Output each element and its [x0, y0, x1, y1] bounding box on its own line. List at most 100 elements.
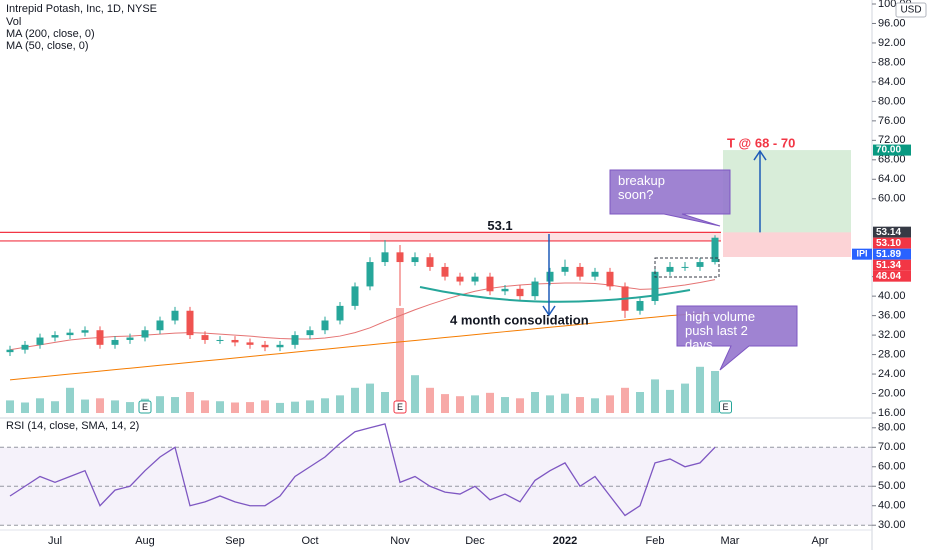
candle-body: [516, 288, 524, 297]
volume-bar: [21, 402, 29, 413]
event-label: E: [142, 402, 148, 412]
callout-line: soon?: [618, 187, 653, 202]
candle-body: [36, 337, 44, 345]
candle-body: [606, 271, 614, 287]
y-tick-label: 28.00: [878, 348, 906, 360]
event-marker: [393, 400, 407, 414]
volume-bar: [351, 387, 359, 413]
volume-bar: [441, 394, 449, 413]
target-zone: [723, 150, 851, 233]
volume-bar: [366, 383, 374, 413]
volume-bar: [471, 395, 479, 413]
volume-bar: [156, 396, 164, 413]
volume-bar: [636, 392, 644, 413]
price-label: 51.89: [876, 249, 901, 260]
volume-bar: [51, 401, 59, 413]
callout-text: breakup soon?: [618, 173, 665, 202]
moving-average: [9, 279, 716, 351]
candle-body: [351, 286, 359, 306]
y-tick-label: 60.00: [878, 193, 906, 205]
moving-average: [9, 312, 716, 381]
candle-body: [96, 330, 104, 345]
x-tick-label: Jul: [48, 535, 62, 547]
y-tick-label: 24.00: [878, 368, 906, 380]
y-tick-label: 60.00: [878, 461, 906, 473]
chart-title: Intrepid Potash, Inc, 1D, NYSE: [6, 3, 157, 15]
volume-bar: [246, 402, 254, 413]
volume-bar: [681, 383, 689, 413]
y-tick-label: 16.00: [878, 407, 906, 419]
volume-bar: [261, 400, 269, 413]
volume-bar: [546, 395, 554, 413]
x-tick-label: Dec: [465, 535, 485, 547]
currency-box[interactable]: [895, 2, 927, 18]
price-label: 53.14: [876, 227, 901, 238]
resistance-label: 53.1: [487, 218, 512, 233]
candle-body: [156, 320, 164, 331]
y-tick-label: 20.00: [878, 387, 906, 399]
volume-bar: [186, 392, 194, 413]
candle-body: [591, 271, 599, 277]
y-tick-label: 50.00: [878, 480, 906, 492]
candle-body: [336, 305, 344, 321]
y-tick-label: 100.00: [878, 0, 912, 10]
candle-body: [141, 330, 149, 338]
callout: [676, 305, 798, 371]
candle-body: [366, 262, 374, 287]
x-tick-label: Oct: [301, 535, 318, 547]
volume-bar: [111, 400, 119, 413]
event-label: E: [722, 402, 728, 412]
volume-bar: [6, 400, 14, 413]
volume-bar: [666, 389, 674, 413]
price-label-box: [873, 259, 911, 271]
candle-body: [546, 271, 554, 282]
candle-body: [306, 330, 314, 336]
candle-body: [51, 335, 59, 338]
candle-body: [681, 266, 689, 268]
y-tick-label: 80.00: [878, 95, 906, 107]
y-tick-label: 68.00: [878, 154, 906, 166]
y-tick-label: 92.00: [878, 37, 906, 49]
volume-bar: [201, 400, 209, 413]
x-tick-label: 2022: [553, 535, 577, 547]
candle-body: [531, 281, 539, 297]
legend-entry: MA (50, close, 0): [6, 40, 89, 52]
candle-body: [66, 332, 74, 336]
volume-bar: [486, 392, 494, 413]
event-marker: [719, 400, 732, 414]
candle-body: [636, 301, 644, 311]
event-marker: [138, 400, 152, 414]
candle-body: [81, 330, 89, 333]
price-label-box: [873, 270, 911, 282]
stop-zone: [723, 232, 851, 257]
flag-box: [654, 257, 720, 278]
candle-body: [576, 266, 584, 277]
candle-body: [486, 276, 494, 292]
volume-bar: [291, 401, 299, 413]
candle-body: [246, 342, 254, 345]
volume-bar: [426, 387, 434, 413]
event-label: E: [397, 402, 403, 412]
volume-bar: [96, 398, 104, 413]
y-tick-label: 40.00: [878, 290, 906, 302]
legend-entry: Vol: [6, 16, 21, 28]
volume-bar: [576, 397, 584, 413]
volume-bar: [171, 397, 179, 413]
candle-body: [396, 252, 404, 263]
volume-bar: [81, 399, 89, 413]
candle-body: [696, 262, 704, 267]
y-tick-label: 96.00: [878, 17, 906, 29]
candle-body: [471, 276, 479, 282]
volume-bar: [456, 396, 464, 413]
callout: [609, 169, 731, 227]
price-label: 48.04: [876, 271, 901, 282]
volume-bar: [396, 308, 404, 413]
volume-bar: [36, 398, 44, 413]
rsi-title: RSI (14, close, SMA, 14, 2): [6, 420, 139, 432]
price-label-box: [873, 144, 911, 156]
volume-bar: [126, 402, 134, 413]
y-tick-label: 80.00: [878, 422, 906, 434]
y-tick-label: 64.00: [878, 173, 906, 185]
consolidation-curve: [419, 286, 691, 303]
